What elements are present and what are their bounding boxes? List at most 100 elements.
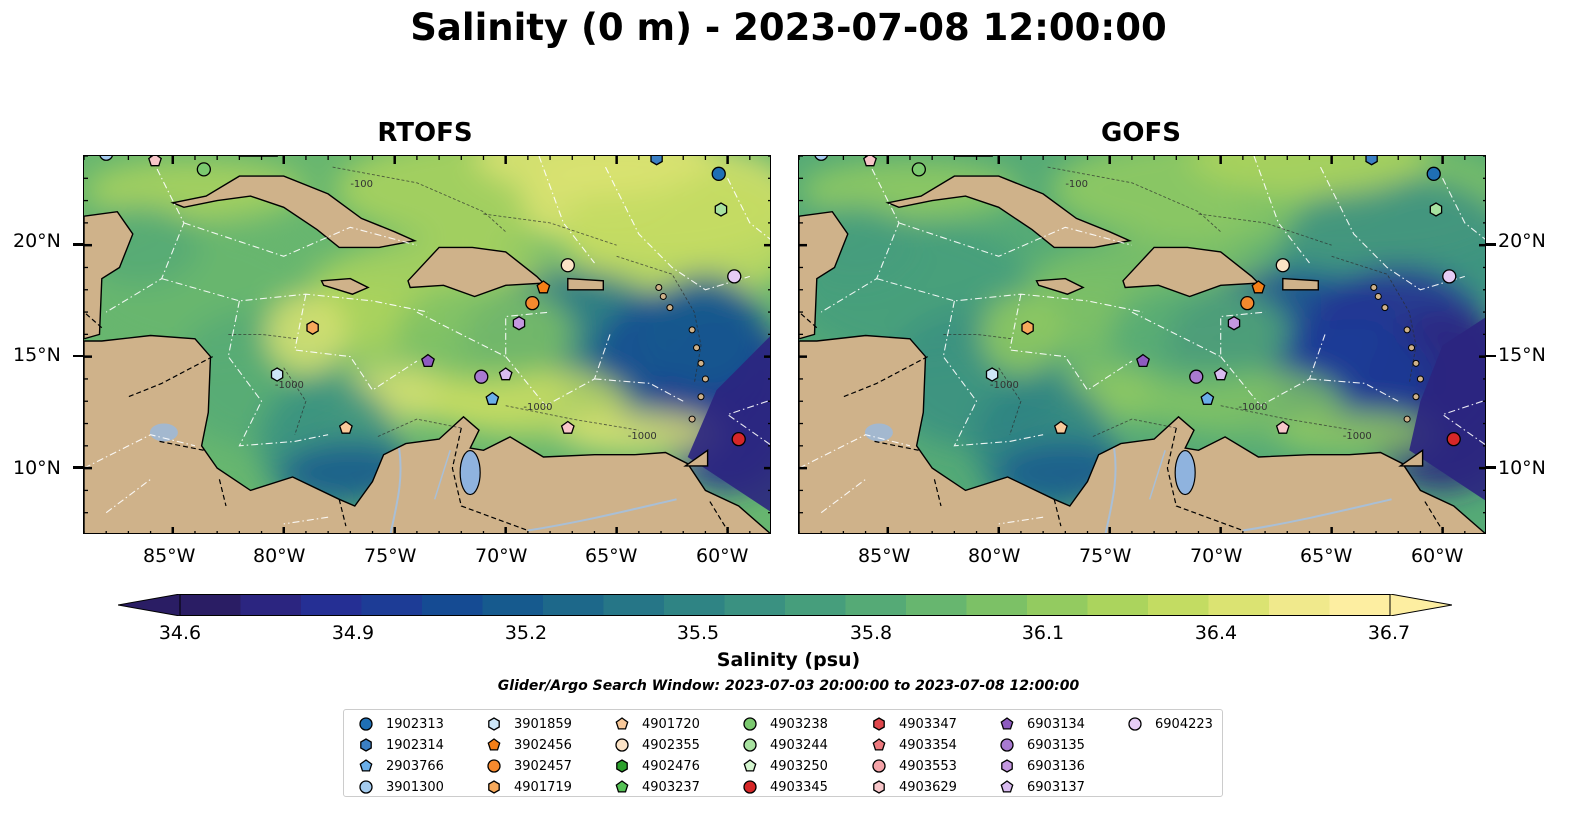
platform-marker-6903136[interactable] xyxy=(512,315,526,331)
platform-marker-6903135[interactable] xyxy=(1189,369,1204,384)
platform-marker-1902313[interactable] xyxy=(1426,166,1441,181)
platform-marker-1902313[interactable] xyxy=(711,166,726,181)
legend-label: 3902457 xyxy=(514,758,572,774)
legend-entry: 1902314 xyxy=(358,737,444,753)
platform-marker-4903244[interactable] xyxy=(714,202,728,217)
platform-marker-4901720[interactable] xyxy=(338,420,353,434)
colorbar-tick-label: 35.2 xyxy=(504,622,548,644)
platform-marker-1902314[interactable] xyxy=(1365,156,1378,166)
colorbar-bin xyxy=(724,594,786,616)
lon-tick-label: 85°W xyxy=(143,545,196,567)
colorbar-bin xyxy=(301,594,363,616)
platform-marker-1902314[interactable] xyxy=(650,156,663,166)
platform-marker-3902457[interactable] xyxy=(525,295,540,311)
svg-text:-1000: -1000 xyxy=(1343,431,1372,442)
colorbar-bin xyxy=(543,594,605,616)
lat-tick-label-left: 10°N xyxy=(13,457,61,479)
legend-label: 6904223 xyxy=(1155,716,1213,732)
platform-marker-6904223[interactable] xyxy=(727,269,742,284)
svg-text:-1000: -1000 xyxy=(275,380,304,391)
platform-marker-6903135[interactable] xyxy=(474,369,489,384)
colorbar-bin xyxy=(603,594,665,616)
platform-marker-4903345[interactable] xyxy=(731,431,746,447)
platform-marker-2903766[interactable] xyxy=(485,391,500,405)
pentagon-marker-icon xyxy=(615,717,629,730)
legend-entry: 4903345 xyxy=(742,779,828,795)
legend-label: 4903250 xyxy=(770,758,828,774)
platform-marker-3901300[interactable] xyxy=(99,156,113,161)
colorbar-label: Salinity (psu) xyxy=(716,649,861,671)
lon-tick-label: 80°W xyxy=(968,545,1021,567)
platform-marker-6903137[interactable] xyxy=(498,367,513,381)
platform-marker-4901719b[interactable] xyxy=(560,420,575,434)
platform-legend: 1902313 1902314 2903766 3901300 3901859 39024… xyxy=(343,709,1223,797)
salinity-field: -100 -1000 -1000 -1000 xyxy=(84,156,770,533)
platform-marker-4901719[interactable] xyxy=(306,320,319,335)
platform-marker-4903629[interactable] xyxy=(148,156,162,167)
platform-marker-6903137[interactable] xyxy=(1213,367,1228,381)
colorbar-bin xyxy=(1329,594,1391,616)
platform-marker-4903238[interactable] xyxy=(911,162,926,177)
platform-marker-3901859[interactable] xyxy=(270,367,284,382)
circle-marker-icon xyxy=(359,780,373,794)
platform-marker-3901300[interactable] xyxy=(814,156,828,161)
legend-entry: 4901719 xyxy=(486,779,572,795)
platform-marker-4902355[interactable] xyxy=(1275,258,1290,273)
lat-major-tick xyxy=(73,354,83,358)
platform-marker-6903134[interactable] xyxy=(421,353,435,368)
legend-entry: 4902476 xyxy=(614,758,700,774)
platform-marker-4901720[interactable] xyxy=(1053,420,1068,434)
lon-tick-label: 70°W xyxy=(475,545,528,567)
colorbar-bin xyxy=(1087,594,1149,616)
svg-text:-100: -100 xyxy=(350,179,373,190)
lat-major-tick xyxy=(73,466,83,469)
legend-label: 4903238 xyxy=(770,716,828,732)
panel-title-rtofs: RTOFS xyxy=(377,118,473,148)
platform-marker-4903238[interactable] xyxy=(196,162,211,177)
platform-marker-3901859[interactable] xyxy=(985,367,999,382)
legend-entry: 4902355 xyxy=(614,737,700,753)
legend-label: 3901300 xyxy=(386,779,444,795)
platform-marker-4902355[interactable] xyxy=(560,258,575,273)
colorbar-tick-label: 34.9 xyxy=(331,622,375,644)
hexagon-marker-icon xyxy=(488,717,500,731)
pentagon-marker-icon xyxy=(487,738,501,751)
legend-label: 6903135 xyxy=(1027,737,1085,753)
legend-entry: 3901300 xyxy=(358,779,444,795)
legend-label: 4903244 xyxy=(770,737,828,753)
legend-entry: 4903237 xyxy=(614,779,700,795)
circle-marker-icon xyxy=(743,738,757,752)
legend-entry: 4903354 xyxy=(871,737,957,753)
platform-marker-3902456[interactable] xyxy=(536,280,551,294)
platform-marker-6903134[interactable] xyxy=(1136,353,1150,368)
colorbar-bin xyxy=(361,594,423,616)
lat-major-tick xyxy=(1486,466,1496,469)
colorbar-tick-label: 36.1 xyxy=(1021,622,1065,644)
circle-marker-icon xyxy=(1000,738,1014,752)
platform-marker-4903629[interactable] xyxy=(863,156,877,167)
platform-marker-4901719[interactable] xyxy=(1021,320,1034,335)
colorbar-tick-label: 34.6 xyxy=(158,622,202,644)
platform-marker-3902456[interactable] xyxy=(1251,280,1266,294)
legend-entry: 6903137 xyxy=(999,779,1085,795)
hexagon-marker-icon xyxy=(873,780,885,794)
circle-marker-icon xyxy=(743,717,757,731)
colorbar-bin xyxy=(1027,594,1089,616)
circle-marker-icon xyxy=(872,759,886,773)
platform-marker-4901719b[interactable] xyxy=(1275,420,1290,434)
lat-tick-label-left: 15°N xyxy=(13,344,61,366)
legend-entry: 3902456 xyxy=(486,737,572,753)
platform-marker-4903345[interactable] xyxy=(1446,431,1461,447)
platform-marker-6903136[interactable] xyxy=(1227,315,1241,331)
circle-marker-icon xyxy=(1128,717,1142,731)
salinity-field: -100 -1000 -1000 -1000 xyxy=(799,156,1485,533)
hexagon-marker-icon xyxy=(488,780,500,794)
legend-label: 4903345 xyxy=(770,779,828,795)
platform-marker-6904223[interactable] xyxy=(1442,269,1457,284)
platform-marker-2903766[interactable] xyxy=(1200,391,1215,405)
legend-entry: 3902457 xyxy=(486,758,572,774)
platform-marker-3902457[interactable] xyxy=(1240,295,1255,311)
platform-marker-4903244[interactable] xyxy=(1429,202,1443,217)
lat-major-tick xyxy=(73,243,83,246)
panel-title-gofs: GOFS xyxy=(1101,118,1181,148)
